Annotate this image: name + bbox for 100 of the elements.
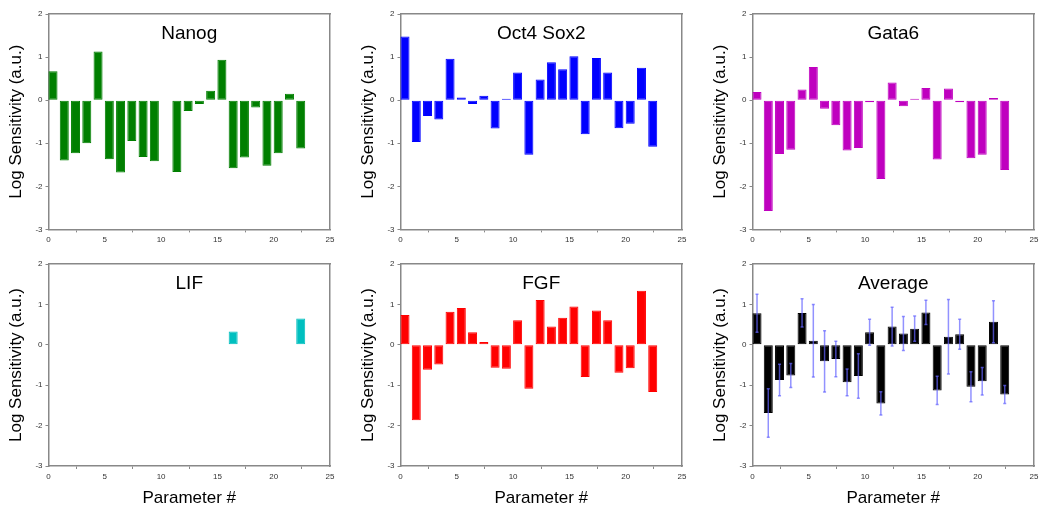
y-tick-label: -2 [387, 420, 396, 430]
bar [228, 100, 238, 169]
y-tick-label: -1 [387, 380, 396, 390]
x-tick-label: 15 [916, 472, 927, 481]
bar [546, 62, 556, 100]
x-tick-label: 10 [508, 472, 519, 481]
bar [411, 345, 421, 421]
bar [876, 345, 886, 404]
x-tick-label: 25 [677, 472, 687, 481]
y-tick-label: -1 [739, 380, 748, 390]
bar [636, 67, 646, 100]
y-axis-title: Log Sensitivity (a.u.) [5, 287, 25, 443]
y-tick-label: 2 [742, 259, 748, 269]
bar [262, 100, 272, 166]
bar [591, 310, 601, 345]
bar [1000, 345, 1010, 395]
bar [172, 100, 182, 173]
bar [501, 345, 511, 369]
chart-title: Average [858, 271, 929, 293]
bar [966, 345, 976, 387]
x-tick-label: 15 [916, 235, 927, 245]
bar [932, 345, 942, 391]
bar [456, 308, 466, 345]
bar [411, 100, 421, 142]
y-tick-label: 2 [390, 9, 396, 19]
bar [423, 345, 433, 370]
y-tick-label: -1 [35, 380, 44, 390]
bar [524, 345, 534, 389]
y-axis-title: Log Sensitivity (a.u.) [5, 44, 25, 199]
bar [876, 100, 886, 179]
bar [614, 345, 624, 373]
bar [966, 100, 976, 159]
chart-title: LIF [175, 271, 203, 293]
x-tick-label: 20 [621, 472, 631, 481]
bar [808, 66, 818, 100]
bar [490, 100, 500, 129]
y-axis-title: Log Sensitivity (a.u.) [357, 287, 377, 443]
x-tick-label: 0 [398, 235, 404, 245]
y-tick-label: -2 [739, 181, 748, 191]
bar [423, 100, 433, 117]
x-tick-label: 10 [508, 235, 519, 245]
bar [786, 345, 796, 376]
x-tick-label: 10 [156, 472, 167, 481]
x-axis-title: Parameter # [846, 488, 941, 508]
y-tick-label: 1 [390, 299, 396, 309]
y-tick-label: -2 [387, 181, 396, 191]
y-tick-label: 1 [38, 52, 44, 62]
x-tick-label: 5 [102, 235, 108, 245]
bar [490, 345, 500, 368]
y-tick-label: -2 [35, 181, 44, 191]
y-tick-label: 0 [742, 95, 748, 105]
y-tick-label: 0 [38, 95, 44, 105]
bar [217, 59, 227, 100]
y-tick-label: -3 [35, 461, 44, 471]
y-tick-label: -1 [35, 138, 44, 148]
y-tick-label: -3 [739, 461, 748, 471]
bar [116, 100, 126, 173]
chart-title: Gata6 [867, 21, 920, 43]
bar [763, 345, 773, 414]
bar [831, 100, 841, 126]
bar [842, 100, 852, 151]
y-tick-label: -2 [739, 420, 748, 430]
bar [149, 100, 159, 162]
x-tick-label: 25 [325, 235, 335, 245]
x-tick-label: 10 [156, 235, 167, 245]
x-tick-label: 0 [46, 472, 52, 481]
y-tick-label: -1 [739, 138, 748, 148]
y-tick-label: -1 [387, 138, 396, 148]
x-tick-label: 25 [1029, 472, 1039, 481]
bar [434, 345, 444, 365]
bar [853, 345, 863, 376]
bar [591, 57, 601, 100]
y-tick-label: -3 [35, 224, 44, 234]
bar [400, 314, 410, 345]
y-tick-label: 1 [390, 52, 396, 62]
x-tick-label: 20 [973, 235, 983, 245]
x-axis-title: Parameter # [142, 488, 237, 508]
x-tick-label: 15 [212, 235, 223, 245]
x-tick-label: 5 [102, 472, 108, 481]
bar [763, 100, 773, 211]
y-tick-label: 1 [38, 299, 44, 309]
bar [513, 72, 523, 100]
bar [535, 299, 545, 345]
x-tick-label: 20 [269, 235, 279, 245]
bar [546, 326, 556, 345]
y-tick-label: 0 [742, 340, 748, 349]
bar [775, 100, 785, 155]
x-axis-title: Parameter # [494, 488, 589, 508]
x-tick-label: 15 [564, 235, 575, 245]
y-tick-label: 2 [390, 259, 396, 269]
bar [603, 72, 613, 100]
x-tick-label: 5 [454, 235, 460, 245]
x-tick-label: 20 [621, 235, 631, 245]
bar [603, 320, 613, 345]
y-tick-label: 1 [742, 52, 748, 62]
bar [239, 100, 249, 158]
bar [853, 100, 863, 148]
x-tick-label: 5 [806, 235, 812, 245]
bar [535, 79, 545, 100]
bar [932, 100, 942, 160]
